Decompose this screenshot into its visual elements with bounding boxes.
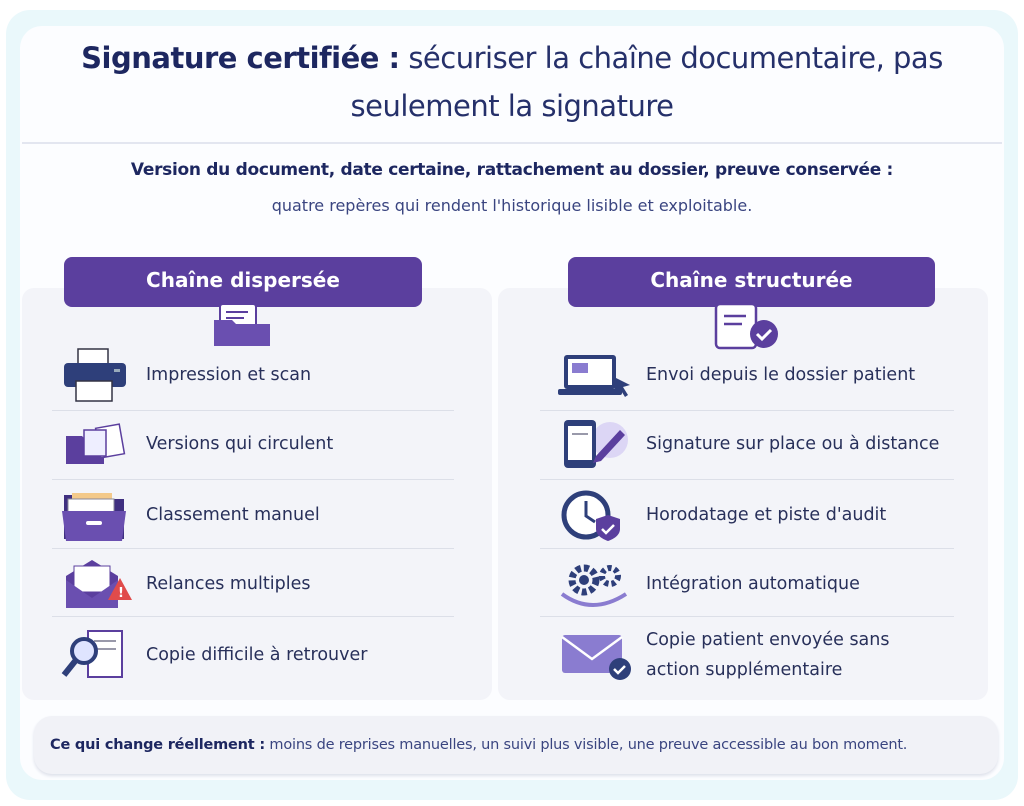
footer-note: Ce qui change réellement : moins de repr… [34,716,998,774]
divider [540,410,954,411]
svg-text:!: ! [118,586,124,601]
right-header: Chaîne structurée [568,257,935,307]
item-label: Versions qui circulent [146,434,334,454]
item-label-line2: action supplémentaire [646,660,843,680]
list-item: ! Relances multiples [56,551,310,617]
footer-bold: Ce qui change réellement : [50,737,265,753]
divider [52,479,454,480]
folders-documents-icon [66,423,126,464]
title-line2: seulement la signature [350,89,674,123]
laptop-cursor-icon [558,355,630,397]
subtitle-line2: quatre repères qui rendent l'historique … [271,196,753,215]
page-title: Signature certifiée : sécuriser la chaîn… [20,34,1004,130]
item-label: Envoi depuis le dossier patient [646,365,916,385]
divider [540,548,954,549]
list-item: Impression et scan [56,342,311,408]
filing-drawer-icon [62,493,126,541]
divider [52,548,454,549]
list-item: Versions qui circulent [56,411,333,477]
list-item: Classement manuel [56,482,320,548]
envelope-check-icon [561,635,631,680]
divider [540,479,954,480]
list-item: Copie patient envoyée sans action supplém… [556,622,890,688]
divider [540,616,954,617]
list-item: Envoi depuis le dossier patient [556,342,915,408]
subtitle-bold: Version du document, date certaine, ratt… [130,160,894,180]
clock-shield-icon [561,490,620,541]
folder-icon [214,303,270,346]
item-label-line1: Copie patient envoyée sans [646,630,890,650]
left-header: Chaîne dispersée [64,257,422,307]
printer-icon [64,348,126,402]
divider [22,142,1002,144]
tablet-pen-icon [564,420,628,468]
item-label: Copie patient envoyée sans action supplém… [646,625,890,685]
envelope-warning-icon: ! [66,560,132,608]
list-item: Horodatage et piste d'audit [556,482,886,548]
item-label: Impression et scan [146,365,312,385]
item-label: Horodatage et piste d'audit [646,505,887,525]
title-bold: Signature certifiée : [81,41,400,75]
footer-rest: moins de reprises manuelles, un suivi pl… [264,737,908,753]
item-label: Relances multiples [146,574,311,594]
item-label: Signature sur place ou à distance [646,434,940,454]
divider [52,410,454,411]
item-label: Copie difficile à retrouver [146,645,368,665]
list-item: Intégration automatique [556,551,860,617]
item-label: Intégration automatique [646,574,860,594]
divider [52,616,454,617]
list-item: Copie difficile à retrouver [56,622,367,688]
gears-sync-icon [560,564,628,607]
magnifier-document-icon [61,630,123,678]
item-label: Classement manuel [146,505,320,525]
list-item: Signature sur place ou à distance [556,411,939,477]
title-rest: sécuriser la chaîne documentaire, pas [399,41,943,75]
document-check-icon [714,302,778,350]
